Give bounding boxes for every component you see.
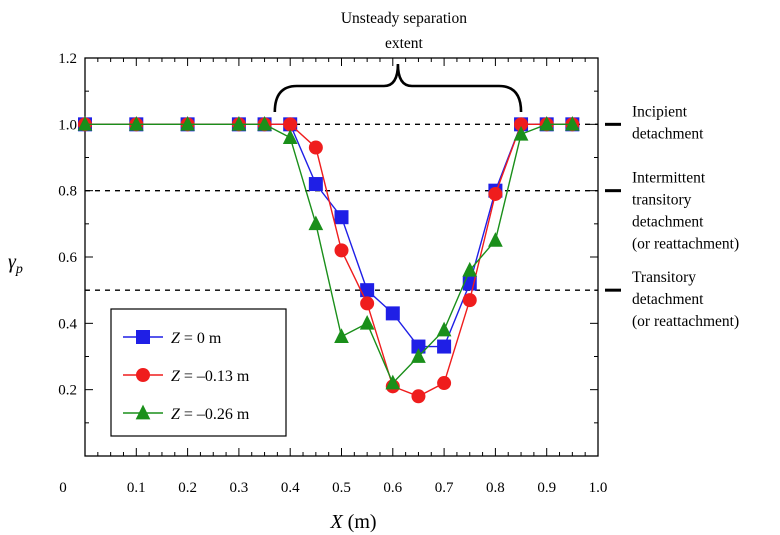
data-point bbox=[462, 293, 477, 308]
y-tick-label: 0.2 bbox=[58, 383, 77, 399]
data-point bbox=[437, 376, 452, 391]
data-point bbox=[308, 215, 324, 231]
x-tick-label: 0.6 bbox=[383, 480, 402, 496]
data-point bbox=[282, 129, 298, 144]
legend-marker bbox=[136, 368, 150, 382]
data-point bbox=[462, 261, 478, 277]
data-point bbox=[488, 232, 503, 247]
y-axis-title: γp bbox=[8, 251, 23, 277]
legend-entry: Z = –0.13 m bbox=[123, 368, 250, 385]
data-point bbox=[77, 115, 93, 131]
data-point bbox=[411, 389, 426, 404]
bracket-label: extent bbox=[385, 35, 424, 52]
axes: 0 0.1 0.2 0.3 0.4 0.5 0.6 0.7 0.8 0.9 1.0 0.2 0.4 0.6… bbox=[8, 51, 607, 533]
data-point bbox=[436, 321, 452, 337]
legend-entry: Z = –0.26 m bbox=[123, 404, 250, 423]
data-point bbox=[513, 125, 529, 141]
y-tick-label: 0.6 bbox=[58, 250, 77, 266]
legend: Z = 0 m Z = –0.13 m Z = –0.26 m bbox=[110, 308, 287, 437]
x-tick-label: 0.4 bbox=[281, 480, 300, 496]
legend-marker bbox=[135, 404, 151, 420]
data-point bbox=[283, 117, 298, 132]
x-tick-label: 0.7 bbox=[435, 480, 454, 496]
reference-lines: Incipient detachment Intermittent transitor… bbox=[85, 103, 739, 330]
data-point bbox=[437, 339, 452, 354]
reference-label: (or reattachment) bbox=[632, 236, 739, 253]
data-point bbox=[334, 243, 349, 258]
data-point bbox=[360, 296, 375, 311]
legend-label: Z = 0 m bbox=[171, 330, 222, 347]
x-tick-label: 0.1 bbox=[127, 480, 146, 496]
data-point bbox=[308, 177, 323, 192]
data-point bbox=[514, 117, 529, 132]
data-point bbox=[411, 339, 426, 354]
x-tick-label: 0.8 bbox=[486, 480, 505, 496]
data-point bbox=[488, 186, 503, 201]
x-tick-label: 0.5 bbox=[332, 480, 351, 496]
data-point bbox=[565, 115, 580, 131]
data-point bbox=[180, 115, 195, 131]
reference-label: Intermittent bbox=[632, 170, 706, 187]
reference-label: detachment bbox=[632, 125, 704, 142]
x-tick-label: 0.2 bbox=[178, 480, 197, 496]
reference-label: transitory bbox=[632, 192, 692, 209]
data-point bbox=[411, 348, 426, 363]
data-point bbox=[334, 328, 349, 343]
x-tick-label: 0 bbox=[59, 480, 67, 496]
data-point bbox=[385, 306, 400, 321]
curly-bracket bbox=[273, 63, 523, 113]
y-tick-label: 0.4 bbox=[58, 316, 77, 332]
data-point bbox=[385, 374, 401, 390]
data-series bbox=[77, 115, 580, 404]
data-point bbox=[231, 115, 247, 131]
series-2 bbox=[77, 115, 580, 390]
data-point bbox=[539, 115, 555, 131]
reference-label: detachment bbox=[632, 291, 704, 308]
separation-extent-bracket: Unsteady separation extent bbox=[273, 10, 523, 113]
legend-entry: Z = 0 m bbox=[123, 330, 222, 347]
reference-label: (or reattachment) bbox=[632, 313, 739, 330]
x-axis-title: X (m) bbox=[329, 511, 376, 533]
legend-marker bbox=[136, 330, 150, 344]
bracket-label: Unsteady separation bbox=[341, 10, 467, 27]
data-point bbox=[360, 283, 375, 298]
y-tick-label: 0.8 bbox=[58, 184, 77, 200]
data-point bbox=[334, 210, 349, 225]
data-point bbox=[257, 115, 272, 131]
y-tick-label: 1.2 bbox=[58, 51, 77, 67]
reference-label: detachment bbox=[632, 214, 704, 231]
legend-label: Z = –0.13 m bbox=[171, 368, 250, 385]
x-tick-label: 0.3 bbox=[230, 480, 249, 496]
data-point bbox=[359, 314, 375, 330]
y-tick-label: 1.0 bbox=[58, 117, 77, 133]
legend-label: Z = –0.26 m bbox=[171, 406, 250, 423]
reference-label: Transitory bbox=[632, 269, 696, 286]
data-point bbox=[128, 115, 144, 131]
x-tick-label: 0.9 bbox=[537, 480, 556, 496]
data-point bbox=[308, 140, 323, 155]
reference-label: Incipient bbox=[632, 103, 688, 120]
x-tick-label: 1.0 bbox=[589, 480, 608, 496]
